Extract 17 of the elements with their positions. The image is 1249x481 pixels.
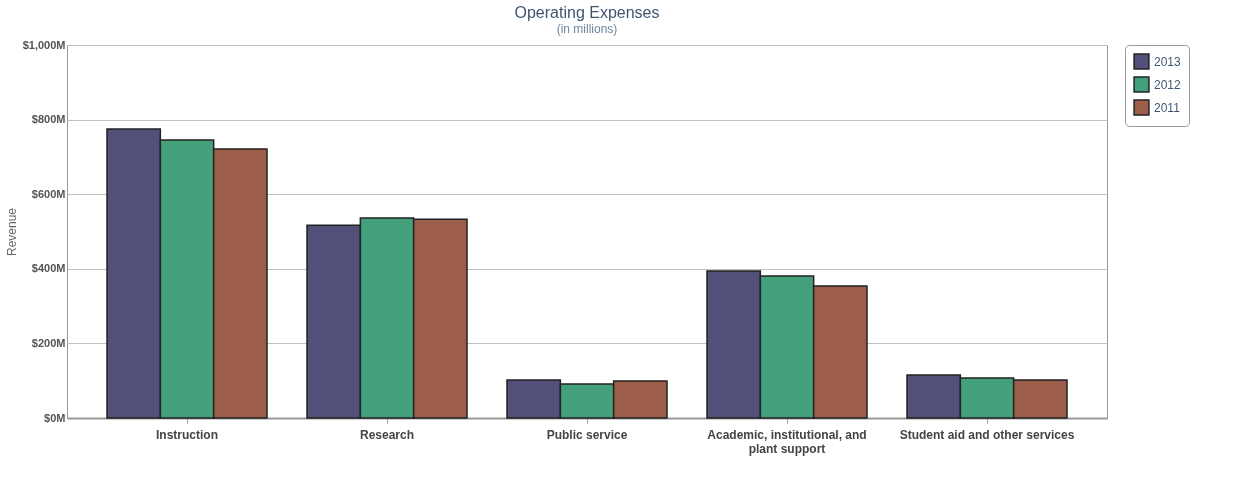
x-tick-label: Student aid and other services	[899, 427, 1075, 442]
x-tick-label: Public service	[546, 427, 628, 442]
legend-label: 2013	[1154, 54, 1182, 69]
x-tick-label: Academic, institutional, and plant support	[707, 427, 867, 456]
chart-title: Operating Expenses	[514, 4, 660, 21]
y-tick-label: $400M	[31, 262, 66, 275]
legend-label: 2011	[1154, 100, 1181, 115]
y-tick-label: $0M	[44, 411, 66, 424]
x-tick-label: Research	[359, 427, 415, 442]
y-axis-title: Revenue	[4, 207, 19, 257]
y-tick-label: $800M	[31, 113, 66, 126]
chart-subtitle: (in millions)	[556, 22, 618, 36]
y-tick-label: $200M	[31, 336, 66, 349]
x-tick-label: Instruction	[156, 427, 218, 442]
y-tick-label: $600M	[31, 187, 66, 200]
legend-label: 2012	[1154, 77, 1182, 92]
y-tick-label: $1,000M	[22, 38, 66, 51]
